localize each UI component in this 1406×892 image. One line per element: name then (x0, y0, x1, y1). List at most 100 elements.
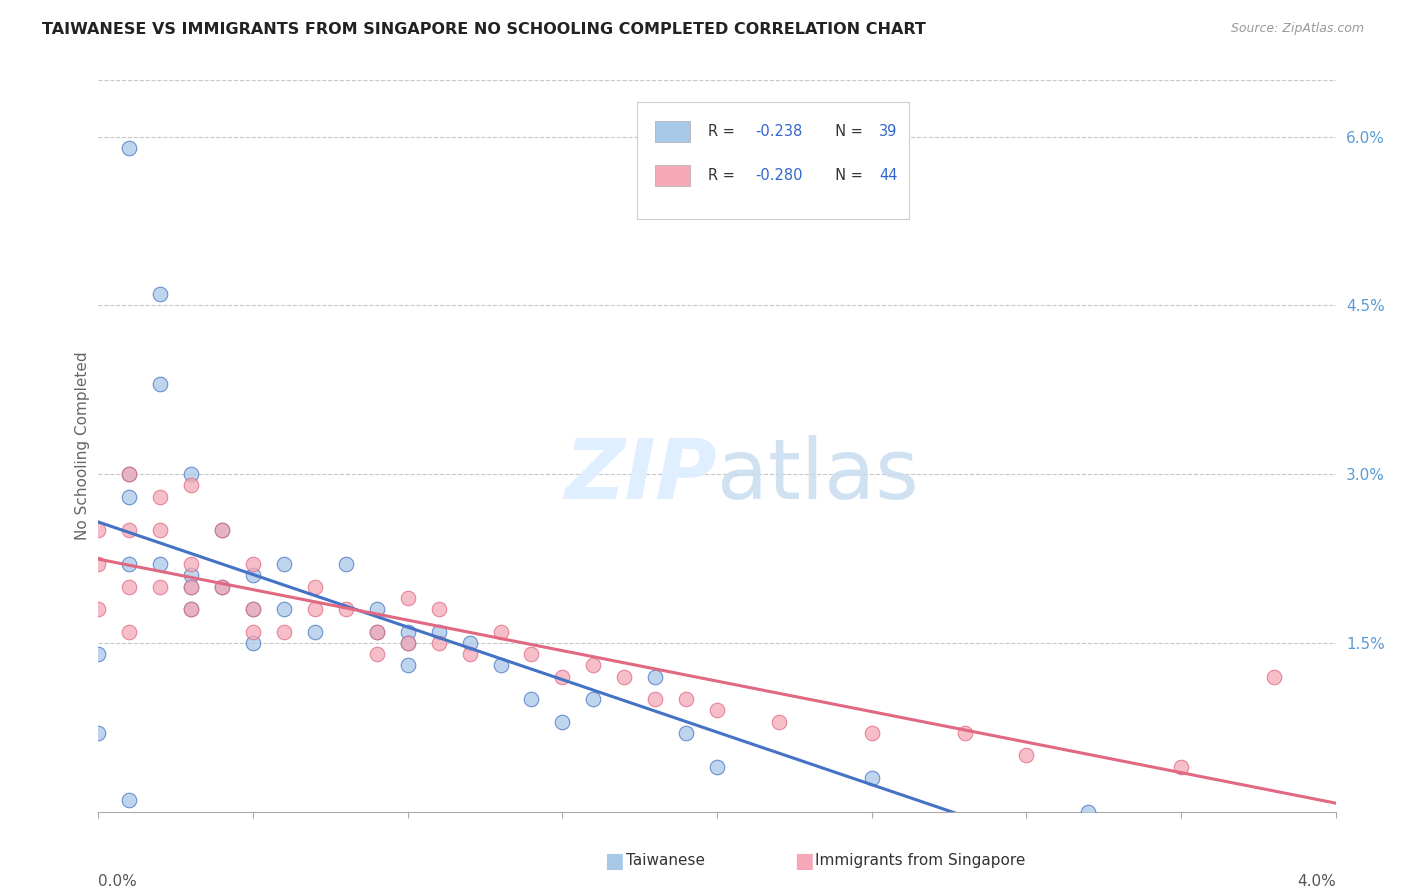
Text: Taiwanese: Taiwanese (626, 854, 704, 868)
Point (87, 602, 110, 616)
Point (118, 793, 141, 807)
Point (396, 658, 419, 673)
Point (149, 557, 172, 571)
Point (180, 602, 202, 616)
Point (489, 624, 512, 639)
Bar (655, 165, 690, 186)
Point (87, 557, 110, 571)
Point (1263, 670, 1285, 684)
Point (242, 602, 264, 616)
Point (149, 580, 172, 594)
Text: TAIWANESE VS IMMIGRANTS FROM SINGAPORE NO SCHOOLING COMPLETED CORRELATION CHART: TAIWANESE VS IMMIGRANTS FROM SINGAPORE N… (42, 22, 927, 37)
Point (675, 726, 697, 740)
Point (1170, 760, 1192, 774)
Point (87, 524, 110, 538)
Point (273, 624, 295, 639)
Point (242, 636, 264, 650)
Text: R =: R = (709, 168, 740, 183)
Point (520, 692, 543, 706)
Point (366, 624, 388, 639)
Point (458, 636, 481, 650)
Point (118, 580, 141, 594)
Point (180, 580, 202, 594)
Point (149, 287, 172, 301)
Point (335, 557, 357, 571)
Point (706, 760, 728, 774)
Text: N =: N = (825, 168, 868, 183)
Point (582, 692, 605, 706)
Text: Immigrants from Singapore: Immigrants from Singapore (815, 854, 1026, 868)
Point (211, 524, 233, 538)
Point (427, 602, 450, 616)
Point (304, 624, 326, 639)
Text: atlas: atlas (717, 434, 918, 516)
Point (366, 602, 388, 616)
Point (304, 580, 326, 594)
Point (180, 580, 202, 594)
Point (118, 490, 141, 504)
Point (118, 624, 141, 639)
Point (768, 714, 790, 729)
Point (180, 467, 202, 482)
Point (520, 647, 543, 661)
Y-axis label: No Schooling Completed: No Schooling Completed (75, 351, 90, 541)
Point (118, 524, 141, 538)
Point (396, 624, 419, 639)
Point (458, 647, 481, 661)
Point (273, 602, 295, 616)
Point (242, 602, 264, 616)
Point (149, 524, 172, 538)
Point (87, 726, 110, 740)
Point (118, 141, 141, 155)
Point (644, 692, 666, 706)
Point (304, 602, 326, 616)
Point (551, 714, 574, 729)
Point (953, 726, 976, 740)
Text: ■: ■ (794, 851, 814, 871)
Text: ZIP: ZIP (564, 434, 717, 516)
Point (242, 557, 264, 571)
Point (706, 703, 728, 717)
Point (582, 658, 605, 673)
Point (149, 490, 172, 504)
Point (180, 478, 202, 492)
Point (180, 602, 202, 616)
Point (613, 670, 636, 684)
Text: ■: ■ (605, 851, 624, 871)
Point (149, 377, 172, 392)
Point (242, 568, 264, 582)
Text: N =: N = (825, 124, 868, 139)
Point (366, 647, 388, 661)
Point (118, 467, 141, 482)
Text: 44: 44 (879, 168, 897, 183)
Text: Source: ZipAtlas.com: Source: ZipAtlas.com (1230, 22, 1364, 36)
Point (242, 624, 264, 639)
Text: 0.0%: 0.0% (98, 873, 138, 888)
Point (180, 557, 202, 571)
Point (211, 580, 233, 594)
Point (335, 602, 357, 616)
Point (87, 647, 110, 661)
Point (118, 467, 141, 482)
Point (427, 624, 450, 639)
Point (118, 557, 141, 571)
Point (489, 658, 512, 673)
Text: -0.238: -0.238 (755, 124, 803, 139)
Point (644, 670, 666, 684)
Text: R =: R = (709, 124, 740, 139)
Point (551, 670, 574, 684)
Point (180, 568, 202, 582)
Text: 39: 39 (879, 124, 897, 139)
Text: 4.0%: 4.0% (1296, 873, 1336, 888)
Bar (655, 121, 690, 142)
Point (860, 726, 883, 740)
Point (675, 692, 697, 706)
Text: -0.280: -0.280 (755, 168, 803, 183)
Point (1015, 748, 1038, 763)
FancyBboxPatch shape (637, 103, 908, 219)
Point (396, 591, 419, 605)
Point (211, 524, 233, 538)
Point (273, 557, 295, 571)
Point (860, 771, 883, 785)
Point (396, 636, 419, 650)
